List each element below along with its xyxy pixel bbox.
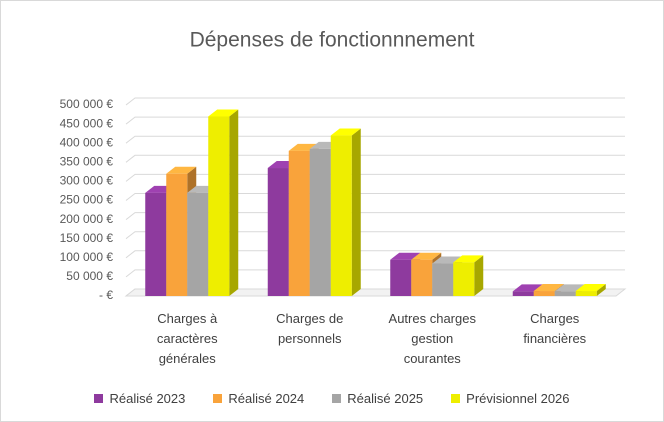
legend-item: Réalisé 2023 (94, 391, 185, 406)
legend-item: Réalisé 2024 (213, 391, 304, 406)
legend-item: Prévisionnel 2026 (451, 391, 570, 406)
bar (309, 148, 331, 296)
bar (533, 291, 555, 296)
x-tick-label: Charges à caractères générales (156, 311, 218, 366)
grid-line (125, 154, 625, 163)
y-tick-label: 450 000 € (60, 116, 114, 130)
y-tick-label: 200 000 € (60, 212, 114, 226)
y-tick-label: - € (99, 288, 113, 302)
bar-side (474, 255, 484, 296)
bar (187, 192, 209, 296)
bar-side (229, 109, 239, 297)
bar (288, 150, 310, 296)
bar-top (575, 284, 606, 292)
legend-swatch (213, 394, 223, 403)
y-tick-label: 300 000 € (60, 174, 114, 188)
bar-top (390, 252, 421, 260)
bar-top (330, 128, 361, 136)
legend-swatch (451, 394, 461, 403)
y-tick-label: 250 000 € (60, 193, 114, 207)
y-tick-label: 50 000 € (66, 269, 113, 283)
legend-label: Réalisé 2024 (228, 391, 305, 406)
grid-line (125, 212, 625, 220)
legend: Réalisé 2023 Réalisé 2024 Réalisé 2025 Prév… (1, 391, 663, 406)
bar (575, 291, 597, 296)
grid-line (125, 231, 625, 240)
bar (390, 259, 412, 296)
bar-top (208, 109, 239, 117)
grid-line (125, 97, 625, 106)
bar (432, 263, 454, 296)
bar-top (512, 284, 543, 292)
y-tick-label: 100 000 € (60, 250, 114, 264)
x-tick-label: Autres charges gestion courantes (388, 311, 476, 366)
legend-label: Réalisé 2025 (347, 391, 424, 406)
grid-line (125, 173, 625, 182)
legend-label: Réalisé 2023 (109, 391, 186, 406)
bar (267, 168, 289, 296)
bar-side (596, 284, 606, 296)
bar-top (411, 252, 442, 260)
bar (330, 135, 352, 296)
bar (208, 116, 230, 297)
x-tick-label: Charges de personnels (276, 311, 344, 346)
y-tick-label: 400 000 € (60, 135, 114, 149)
bar-side (351, 128, 361, 296)
bar (411, 259, 433, 296)
grid-line (125, 250, 625, 259)
y-tick-label: 350 000 € (60, 154, 114, 168)
bar-top (533, 284, 564, 292)
grid-line (125, 116, 625, 125)
bar (453, 262, 475, 296)
bar (166, 173, 188, 296)
y-tick-label: 150 000 € (60, 231, 114, 245)
x-tick-label: Charges financières (523, 311, 587, 346)
legend-item: Réalisé 2025 (332, 391, 423, 406)
grid-line (125, 193, 625, 201)
legend-label: Prévisionnel 2026 (466, 391, 570, 406)
bar (145, 192, 167, 296)
legend-swatch (332, 394, 342, 403)
bar-top (166, 166, 197, 174)
bar-top (554, 284, 585, 292)
y-tick-label: 500 000 € (60, 97, 114, 111)
bar (554, 291, 576, 296)
legend-swatch (94, 394, 104, 403)
grid-line (125, 135, 625, 144)
bar-top (453, 255, 484, 263)
chart-title: Dépenses de fonctionnnement (190, 29, 475, 52)
bar (512, 291, 534, 296)
